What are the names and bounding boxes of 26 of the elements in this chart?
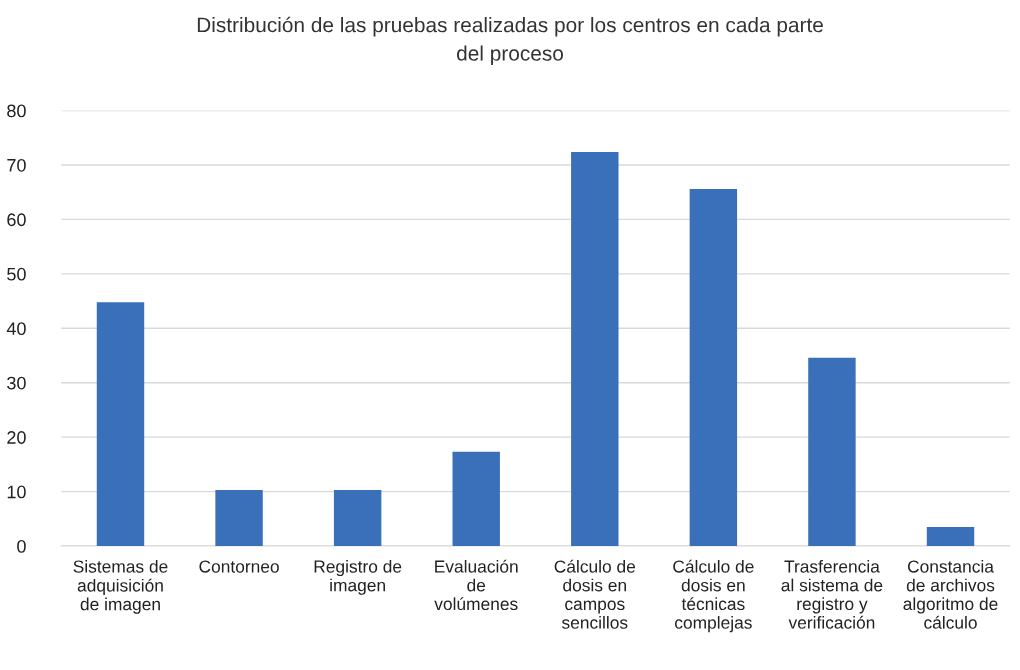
y-tick-label: 20 [7,431,26,444]
y-tick-label: 10 [7,485,26,499]
bar [333,489,382,547]
bar [96,302,145,547]
y-tick-label: 0 [17,539,26,553]
x-tick-label: Constancia de archivos algoritmo de cálculo [903,559,998,629]
x-tick-label: Cálculo de dosis en campos sencillos [554,559,636,629]
x-tick-label: Cálculo de dosis en técnicas complejas [673,559,754,633]
y-tick-label: 50 [7,267,26,281]
y-tick-label: 40 [6,322,26,336]
x-tick-label: Contorneo [199,560,279,573]
y-tick-label: 80 [7,104,26,118]
x-tick-label: Trasferencia al sistema de registro y verificación [781,559,883,629]
bar [571,151,619,547]
bar [452,451,500,547]
y-tick-label: 30 [7,376,26,390]
y-tick-label: 60 [7,213,26,227]
x-tick-label: Registro de imagen [314,559,402,595]
y-tick-label: 70 [7,158,26,172]
bar [689,188,738,547]
bar [808,357,856,547]
bar [926,527,975,547]
x-tick-label: Sistemas de adquisición de imagen [73,559,168,614]
bar [215,489,263,547]
x-tick-label: Evaluación de volúmenes [434,559,518,611]
chart-title: Distribución de las pruebas realizadas por los centros en cada parte del proceso [197,16,823,65]
